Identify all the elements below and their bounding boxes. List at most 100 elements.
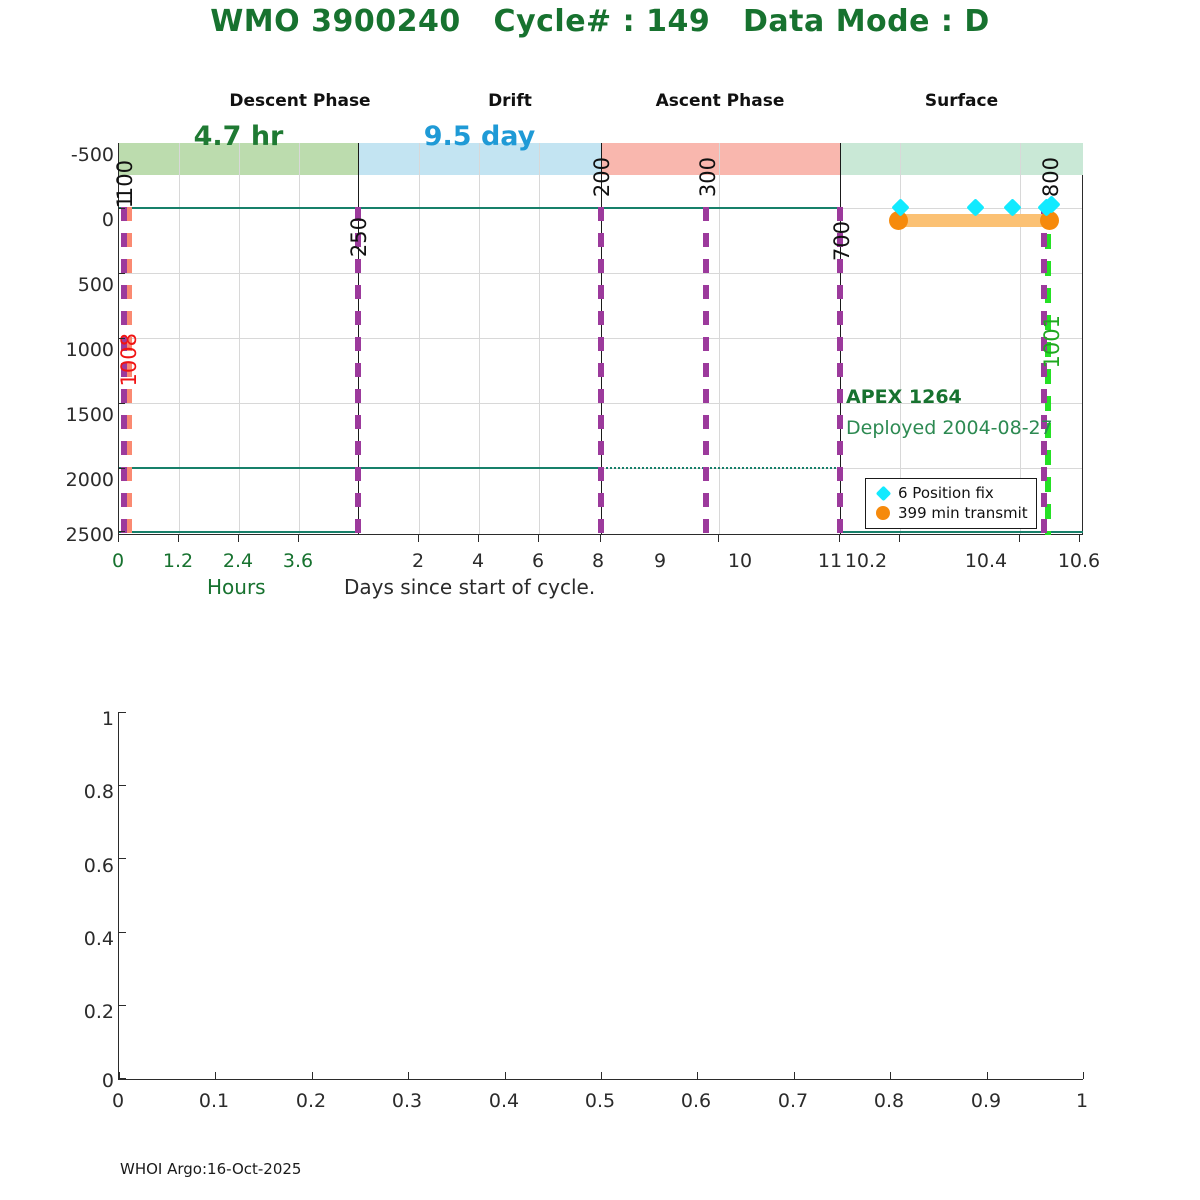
cycle-timeline-plot: 4.7 hr 9.5 day 100 1 [113,121,1083,535]
btick-label-x-0.7: 0.7 [777,1090,809,1112]
btick-mark-x [505,1072,507,1079]
xtick-mark [118,535,120,542]
xtick-label-days-8: 8 [591,550,605,572]
btick-mark-x [119,1072,121,1079]
ytick-mark [118,403,125,405]
btick-label-y-0.6: 0.6 [83,855,114,877]
phase-band-descent [119,143,358,175]
reference-line-surface-0 [119,207,840,209]
btick-mark-x [408,1072,410,1079]
ytick-label-2500: 2500 [65,524,114,546]
btick-mark-x [987,1072,989,1079]
xtick-label-hours-1.2: 1.2 [162,550,194,572]
event-label-300: 300 [696,157,720,198]
ytick-label-1000: 1000 [65,339,114,361]
xtick-label-days-11: 11 [817,550,843,572]
gridline-x-5 [479,143,480,534]
event-label-1: 1 [113,195,137,209]
legend-label-transmit: 399 min transmit [898,503,1028,522]
legend-row-transmit: 399 min transmit [872,503,1028,523]
ytick-label--500: -500 [70,144,114,166]
gridline-x-10 [900,143,901,534]
btick-label-y-0.2: 0.2 [83,1001,114,1023]
ytick-mark [118,273,125,275]
xtick-label-surface-10.6: 10.6 [1057,550,1101,572]
btick-mark-y [119,858,126,860]
event-label-200: 200 [590,157,614,198]
xtick-mark [178,535,180,542]
xtick-mark [1019,535,1021,542]
btick-label-x-0: 0 [111,1090,125,1112]
btick-label-x-0.4: 0.4 [488,1090,520,1112]
xtick-label-hours-3.6: 3.6 [282,550,314,572]
event-line-200 [598,207,604,535]
btick-mark-x [215,1072,217,1079]
gridline-x-4 [419,143,420,534]
xtick-mark [1079,535,1081,542]
xtick-mark [839,535,841,542]
event-label-800: 800 [1039,157,1063,198]
xtick-label-days-9: 9 [653,550,667,572]
btick-label-x-0.1: 0.1 [198,1090,230,1112]
btick-label-x-0.9: 0.9 [970,1090,1002,1112]
xtick-label-days-10: 10 [727,550,753,572]
ytick-mark [118,531,125,533]
btick-mark-x [1083,1072,1085,1079]
xtick-mark [899,535,901,542]
event-label-700: 700 [830,221,854,262]
diamond-icon [872,485,894,501]
float-id-annotation: APEX 1264 [846,386,962,408]
event-line-700 [837,207,843,535]
btick-mark-x [794,1072,796,1079]
event-line-descent-purple [121,207,127,535]
event-label-250: 250 [347,217,371,258]
gridline-x-6 [539,143,540,534]
event-line-1001-green [1045,207,1051,535]
xtick-mark [298,535,300,542]
xtick-label-surface-10.2: 10.2 [844,550,888,572]
event-line-300 [703,207,709,535]
gridline-x-2 [239,143,240,534]
ytick-label-1500: 1500 [65,404,114,426]
transmit-duration-bar [895,214,1050,227]
xaxis-label-hours: Hours [207,575,266,599]
gridline-x-3 [299,143,300,534]
xtick-label-hours-2.4: 2.4 [222,550,254,572]
btick-label-x-0.5: 0.5 [584,1090,616,1112]
deployment-date-annotation: Deployed 2004-08-27 [846,417,1053,439]
phase-band-ascent [601,143,840,175]
phase-band-surface [840,143,1083,175]
btick-label-y-0.8: 0.8 [83,781,114,803]
btick-mark-x [890,1072,892,1079]
xtick-mark [600,535,602,542]
ytick-mark [118,338,125,340]
btick-label-x-0.6: 0.6 [680,1090,712,1112]
xtick-label-surface-10.4: 10.4 [964,550,1008,572]
gridline-x-11 [1020,143,1021,534]
btick-label-x-0.2: 0.2 [295,1090,327,1112]
btick-label-y-1: 1 [101,708,114,730]
phase-label-surface: Surface [924,91,999,111]
btick-mark-x [697,1072,699,1079]
btick-mark-y [119,712,126,714]
ytick-mark [118,208,125,210]
btick-label-x-0.3: 0.3 [391,1090,423,1112]
event-label-1008: 1008 [117,333,141,387]
legend-label-position-fix: 6 Position fix [898,483,994,502]
xaxis-label-days: Days since start of cycle. [344,575,596,599]
xtick-mark [718,535,720,542]
ytick-label-0: 0 [101,209,114,231]
btick-mark-x [312,1072,314,1079]
btick-label-x-1: 1 [1075,1090,1089,1112]
btick-mark-y [119,932,126,934]
btick-mark-y [119,785,126,787]
ytick-label-2000: 2000 [65,469,114,491]
btick-mark-x [601,1072,603,1079]
gridline-x-8 [719,143,720,534]
circle-icon [872,506,894,520]
ytick-mark [118,468,125,470]
gridline-x-1 [179,143,180,534]
event-line-800 [1041,207,1047,535]
ytick-label-500: 500 [77,274,114,296]
event-label-1001: 1001 [1040,315,1064,369]
